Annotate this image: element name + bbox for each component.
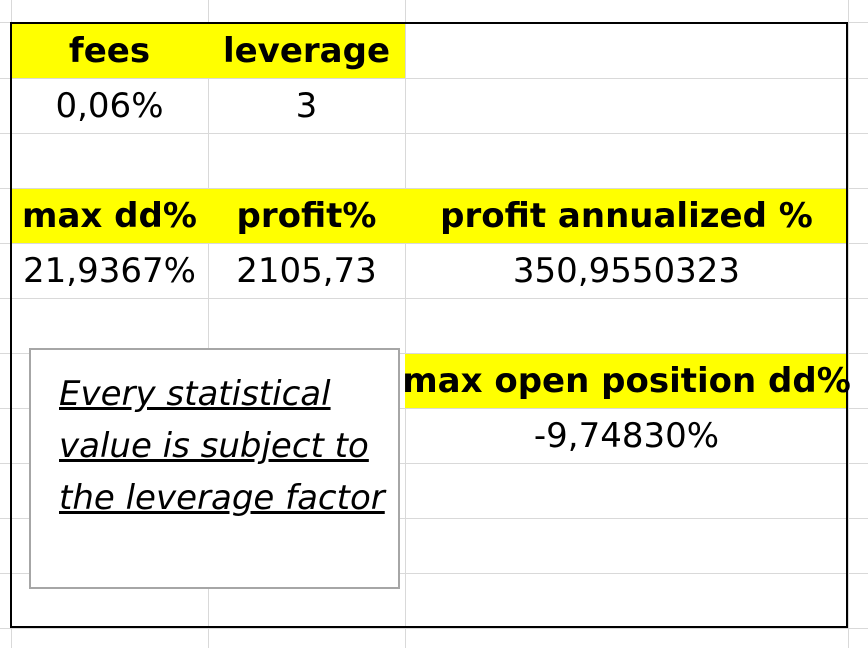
profit-annualized-header[interactable]: profit annualized % [405,189,848,243]
gridline [0,78,868,79]
profit-header[interactable]: profit% [208,189,405,243]
gridline [208,0,209,648]
max-open-position-dd-value[interactable]: -9,74830% [533,416,720,456]
profit-value[interactable]: 2105,73 [236,251,377,291]
gridline [0,628,868,629]
gridline [0,243,868,244]
max-open-position-dd-header[interactable]: max open position dd% [402,354,851,408]
gridline [848,0,849,648]
gridline [0,298,868,299]
leverage-value[interactable]: 3 [295,86,318,126]
fees-header[interactable]: fees [11,23,208,78]
leverage-header[interactable]: leverage [208,23,405,78]
profit-annualized-value[interactable]: 350,9550323 [512,251,741,291]
gridline [0,353,868,354]
fees-value[interactable]: 0,06% [55,86,164,126]
gridline [0,133,868,134]
gridline [0,463,868,464]
gridline [0,188,868,189]
gridline [405,0,406,648]
gridline [0,518,868,519]
max-dd-value[interactable]: 21,9367% [23,251,196,291]
gridline [0,408,868,409]
gridline [0,573,868,574]
note-textbox[interactable]: Every statistical value is subject to th… [29,348,400,589]
note-text: Every statistical value is subject to th… [59,374,385,518]
max-dd-header[interactable]: max dd% [11,189,208,243]
